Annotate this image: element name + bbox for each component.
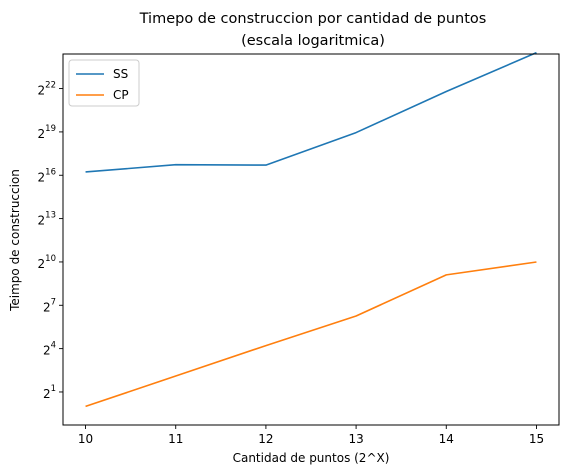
chart-title: Timepo de construccion por cantidad de p… xyxy=(139,11,487,27)
series-line-ss xyxy=(85,51,537,173)
series-layer xyxy=(85,51,537,408)
y-tick-label: 24 xyxy=(43,341,56,358)
y-tick-label: 219 xyxy=(38,124,56,141)
x-tick-label: 14 xyxy=(439,432,454,446)
y-tick-label: 213 xyxy=(38,211,56,228)
legend-label-cp: CP xyxy=(113,88,129,102)
x-tick-label: 10 xyxy=(78,432,93,446)
y-axis: 21 24 27 210 213 216 219 222 xyxy=(38,81,63,401)
x-axis: 10 11 12 13 14 15 xyxy=(78,425,544,446)
plot-area-frame xyxy=(62,53,560,426)
x-axis-label: Cantidad de puntos (2^X) xyxy=(233,451,390,465)
chart-subtitle: (escala logaritmica) xyxy=(241,33,385,49)
y-tick-label: 222 xyxy=(38,81,56,98)
y-tick-label: 210 xyxy=(38,254,56,271)
y-axis-label: Teimpo de construccion xyxy=(8,169,22,312)
x-tick-label: 11 xyxy=(168,432,183,446)
series-line-cp xyxy=(85,261,537,408)
legend-label-ss: SS xyxy=(113,67,128,81)
legend: SS CP xyxy=(68,59,140,107)
y-tick-label: 21 xyxy=(43,384,56,401)
x-tick-label: 15 xyxy=(529,432,544,446)
y-tick-label: 216 xyxy=(38,167,56,184)
y-tick-label: 27 xyxy=(43,297,56,314)
x-tick-label: 12 xyxy=(258,432,273,446)
x-tick-label: 13 xyxy=(348,432,363,446)
